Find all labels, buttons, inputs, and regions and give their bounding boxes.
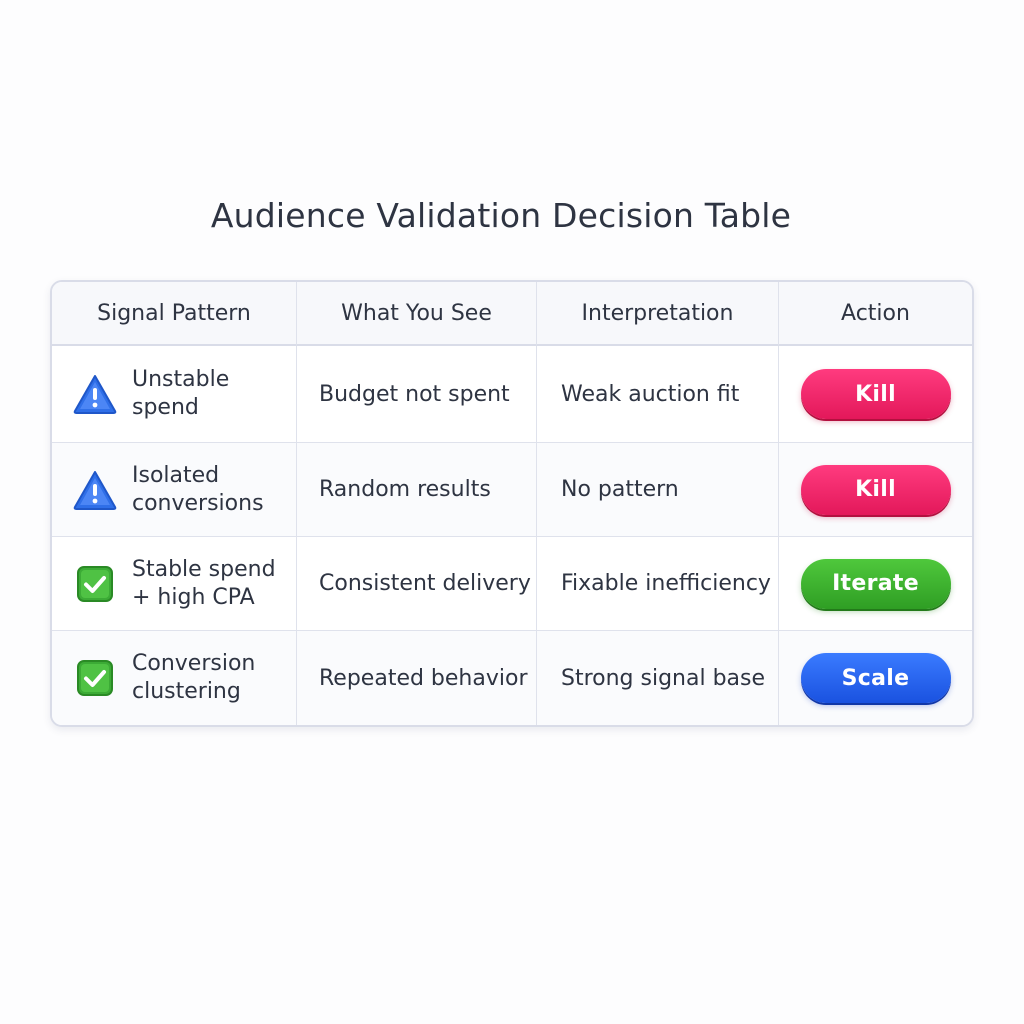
check-icon [72,561,118,607]
signal-label: Stable spend + high CPA [132,556,276,610]
warning-icon [72,371,118,417]
kill-button[interactable]: Kill [800,464,951,515]
table-row-3-interpretation: Fixable inefficiency [537,537,779,631]
check-icon [72,655,118,701]
table-row-2-signal: Isolated conversions [52,443,297,537]
table-row-3-signal: Stable spend + high CPA [52,537,297,631]
table-row-1-signal: Unstable spend [52,346,297,443]
table-row-4-signal: Conversion clustering [52,631,297,725]
warning-icon [72,467,118,513]
header-what-you-see: What You See [297,282,537,346]
table-row-3-action: Iterate [779,537,972,631]
header-interpretation: Interpretation [537,282,779,346]
table-row-4-interpretation: Strong signal base [537,631,779,725]
signal-label: Unstable spend [132,367,230,420]
decision-table: Signal Pattern What You See Interpretati… [50,280,974,727]
table-row-1-action: Kill [779,346,972,443]
table-row-4-what-you-see: Repeated behavior [297,631,537,725]
table-row-4-action: Scale [779,631,972,725]
iterate-button[interactable]: Iterate [800,558,951,609]
table-row-1-what-you-see: Budget not spent [297,346,537,443]
table-row-2-action: Kill [779,443,972,537]
table-row-3-what-you-see: Consistent delivery [297,537,537,631]
kill-button[interactable]: Kill [800,369,951,419]
signal-label: Isolated conversions [132,462,264,516]
header-action: Action [779,282,972,346]
table-row-2-what-you-see: Random results [297,443,537,537]
page-title: Audience Validation Decision Table [210,196,792,235]
table-row-1-interpretation: Weak auction fit [537,346,779,443]
table-row-2-interpretation: No pattern [537,443,779,537]
header-signal-pattern: Signal Pattern [52,282,297,346]
scale-button[interactable]: Scale [800,653,951,703]
signal-label: Conversion clustering [132,651,256,704]
